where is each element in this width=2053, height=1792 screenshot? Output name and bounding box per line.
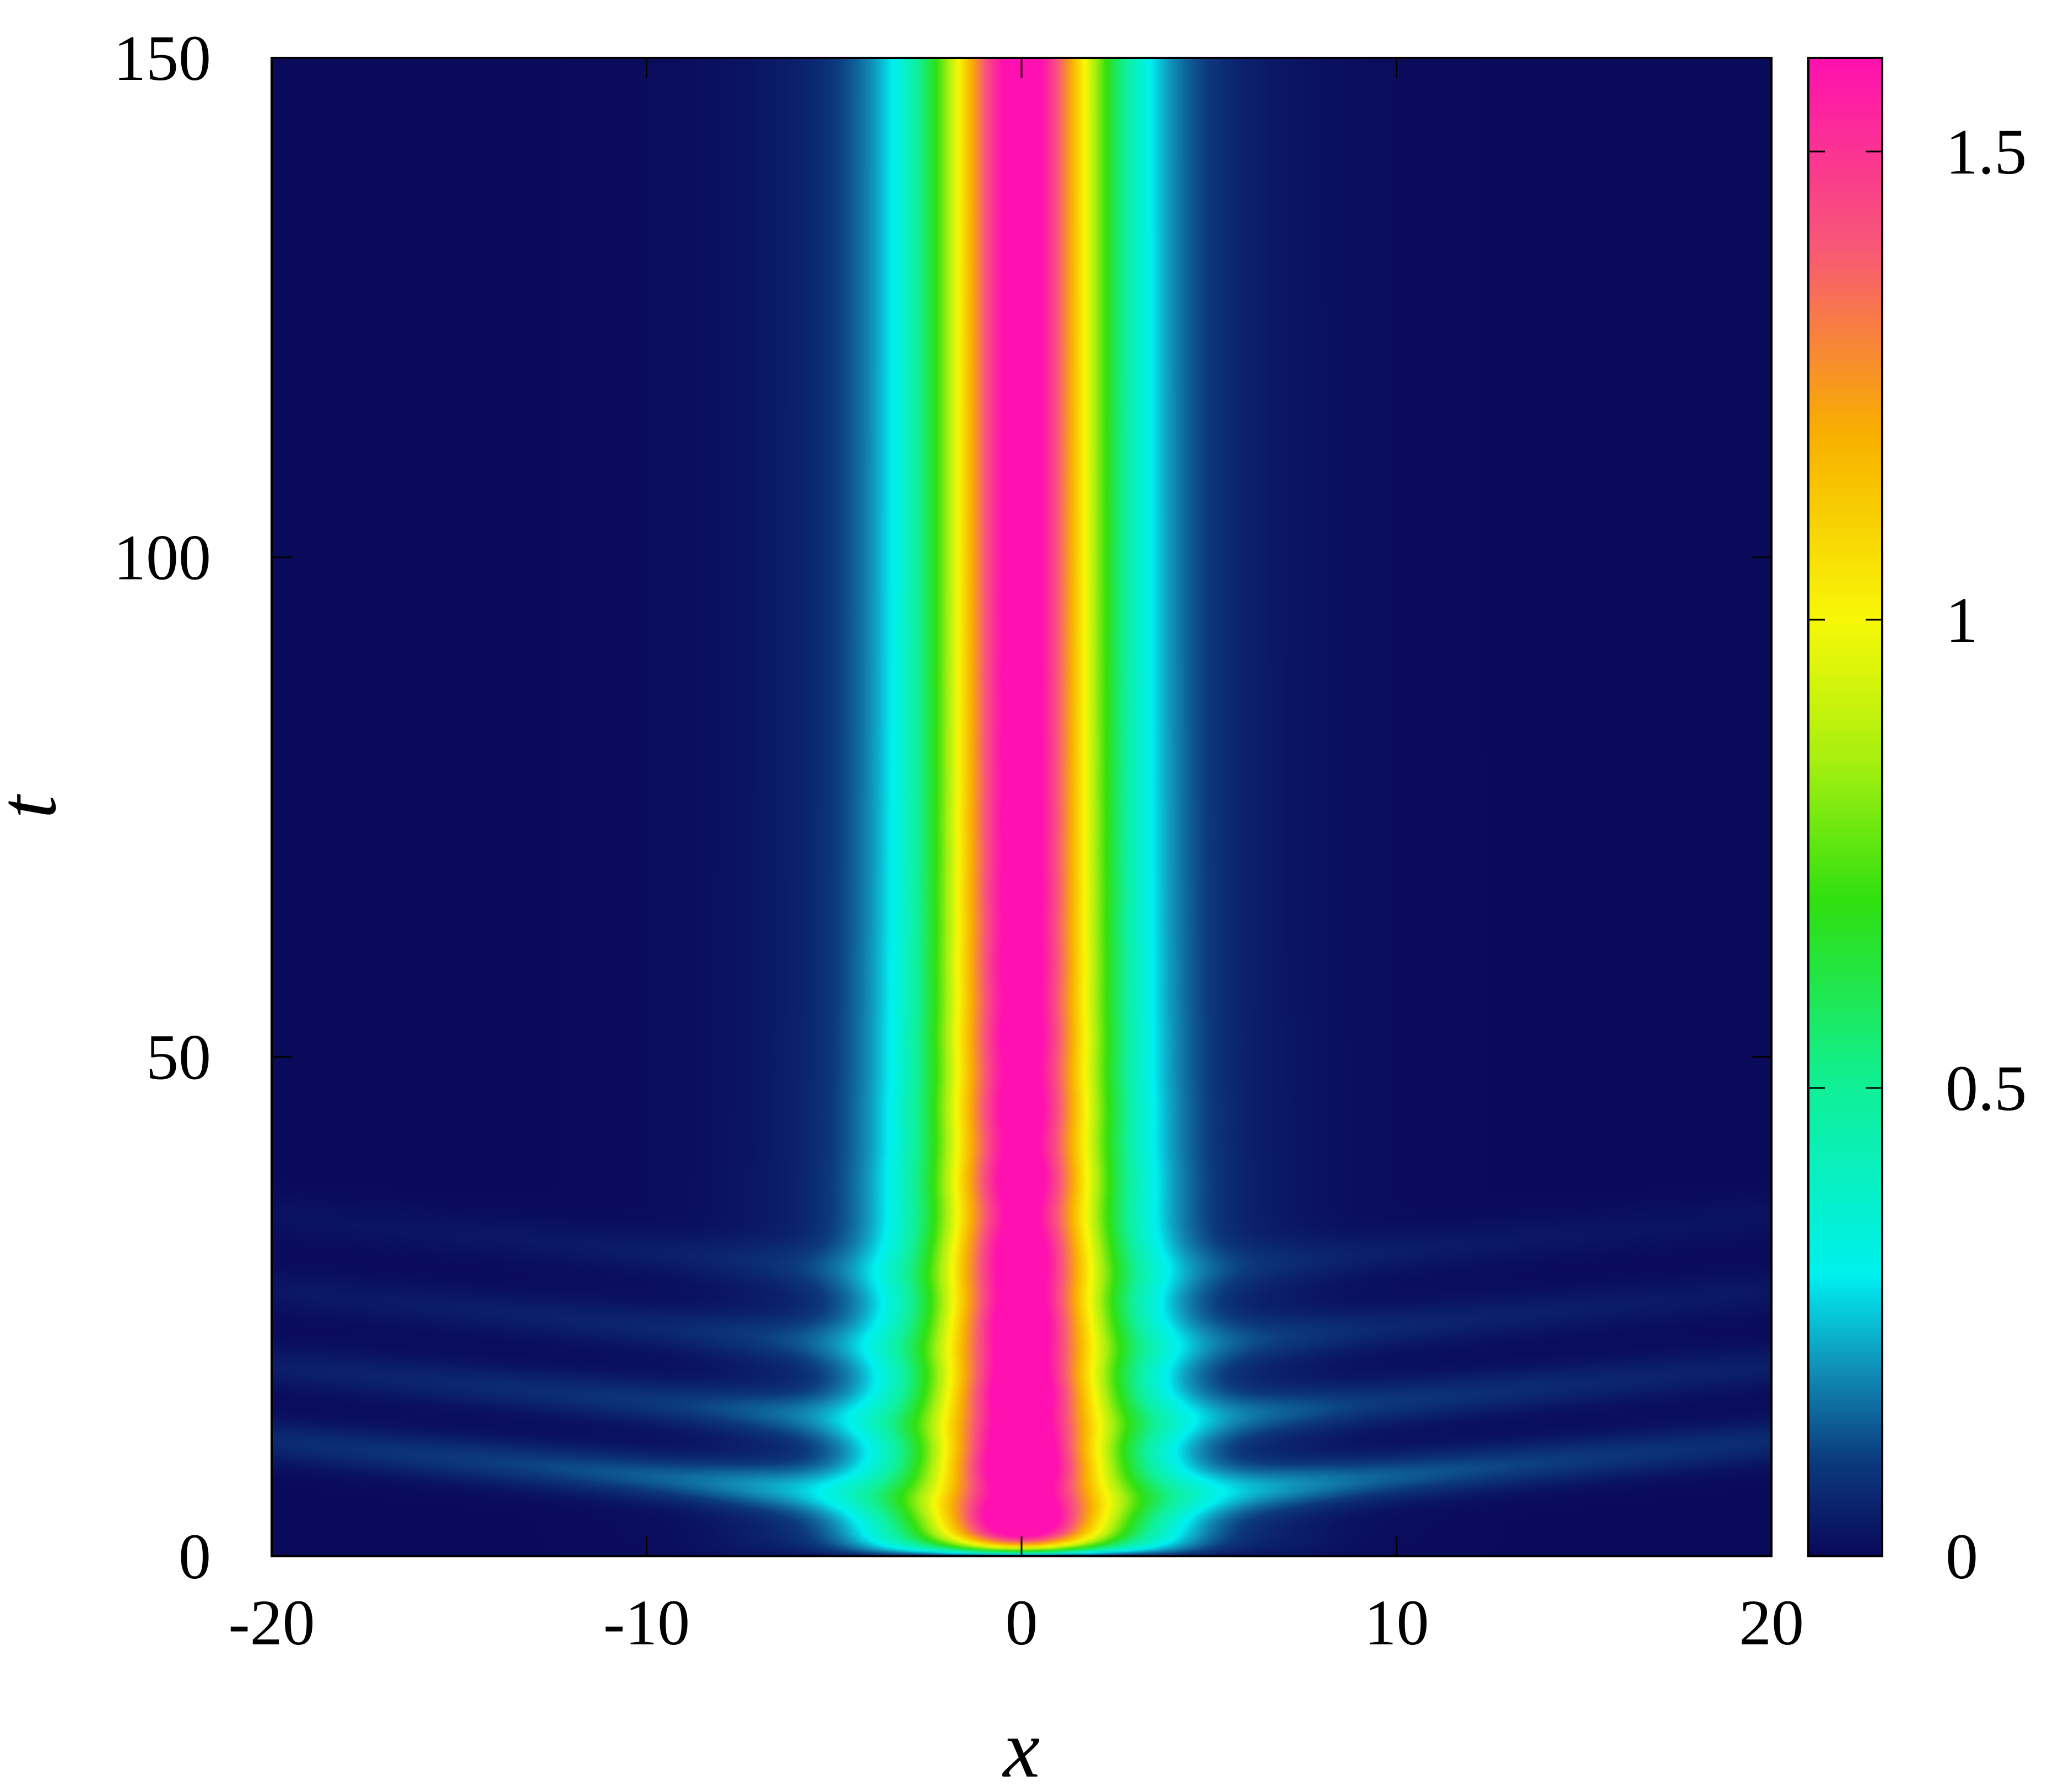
x-axis-label: x [1002,1703,1040,1792]
colorbar-tick-label: 0 [1946,1520,1978,1593]
x-tick-label: 0 [1006,1587,1038,1659]
colorbar-tick-label: 1.5 [1946,116,2027,188]
y-tick-label: 50 [146,1021,211,1093]
y-axis-label: t [0,794,73,819]
colorbar-tick-label: 0.5 [1946,1052,2027,1124]
y-tick-label: 0 [179,1520,211,1593]
colorbar-frame [1807,57,1883,1557]
y-tick-label: 150 [114,22,211,94]
colorbar-tick-label: 1 [1946,584,1978,656]
heatmap-plot-area [272,58,1771,1556]
x-tick-label: 10 [1364,1587,1429,1659]
x-tick-label: 20 [1739,1587,1804,1659]
x-tick-label: -10 [603,1587,690,1659]
x-tick-label: -20 [228,1587,315,1659]
colorbar [1808,58,1882,1556]
plot-frame [271,57,1773,1557]
y-tick-label: 100 [114,522,211,594]
